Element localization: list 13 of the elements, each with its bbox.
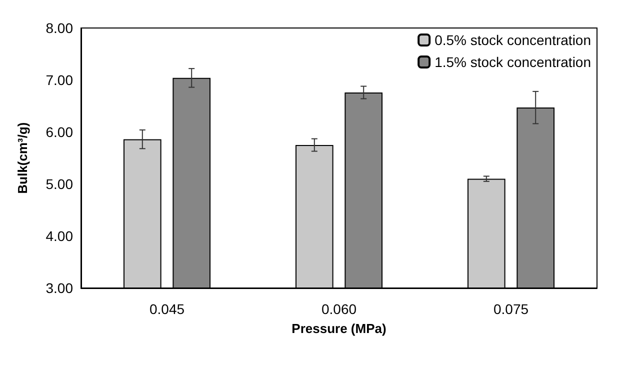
y-axis-title: Bulk(cm³/g) (15, 122, 30, 194)
y-tick-label: 4.00 (46, 228, 74, 244)
x-tick-label: 0.045 (149, 301, 185, 317)
y-tick-label: 7.00 (46, 72, 74, 88)
legend-label: 1.5% stock concentration (434, 54, 591, 70)
legend-label: 0.5% stock concentration (434, 32, 591, 48)
y-tick-label: 5.00 (46, 176, 74, 192)
y-tick-label: 6.00 (46, 124, 74, 140)
x-tick-label: 0.075 (493, 301, 529, 317)
y-tick-label: 3.00 (46, 280, 74, 296)
x-tick-label: 0.060 (321, 301, 357, 317)
y-tick-label: 8.00 (46, 20, 74, 36)
x-axis-title: Pressure (MPa) (292, 321, 386, 336)
